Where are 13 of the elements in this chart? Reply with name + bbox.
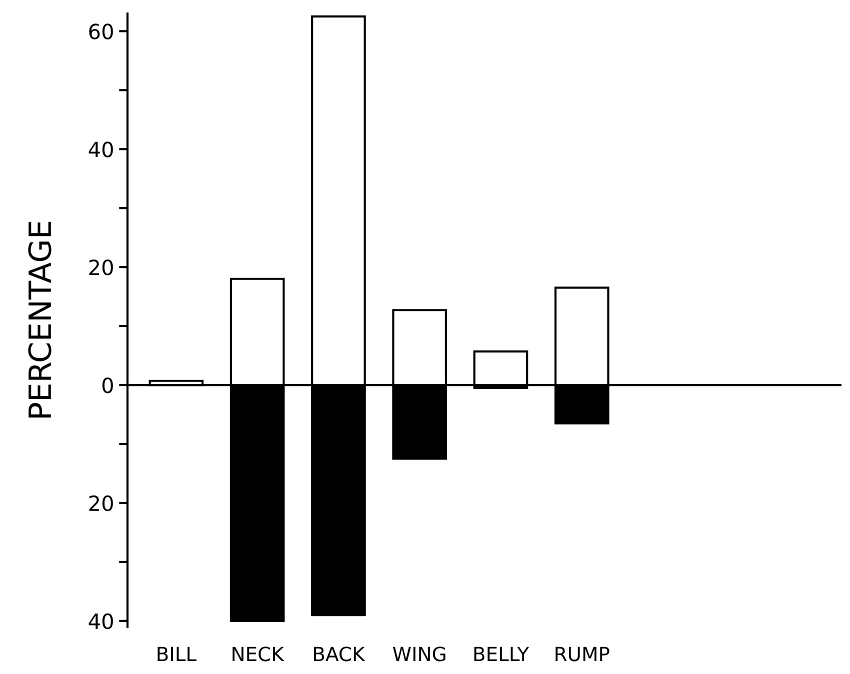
x-tick-label: NECK (232, 646, 284, 662)
y-tick-label: 0 (102, 377, 113, 394)
y-tick-label: 20 (89, 495, 113, 512)
x-tick-label: BILL (158, 646, 196, 662)
x-tick-label: WING (392, 646, 446, 662)
y-tick-label: 60 (89, 24, 113, 40)
x-tick-label: BELLY (474, 646, 530, 662)
x-tick-label: RUMP (556, 646, 610, 662)
y-axis-title: PERCENTAGE (28, 222, 52, 418)
x-tick-label: BACK (314, 646, 366, 662)
y-tick-label: 40 (88, 613, 113, 630)
y-tick-label: 40 (88, 142, 113, 158)
y-tick-label: 20 (89, 260, 113, 276)
